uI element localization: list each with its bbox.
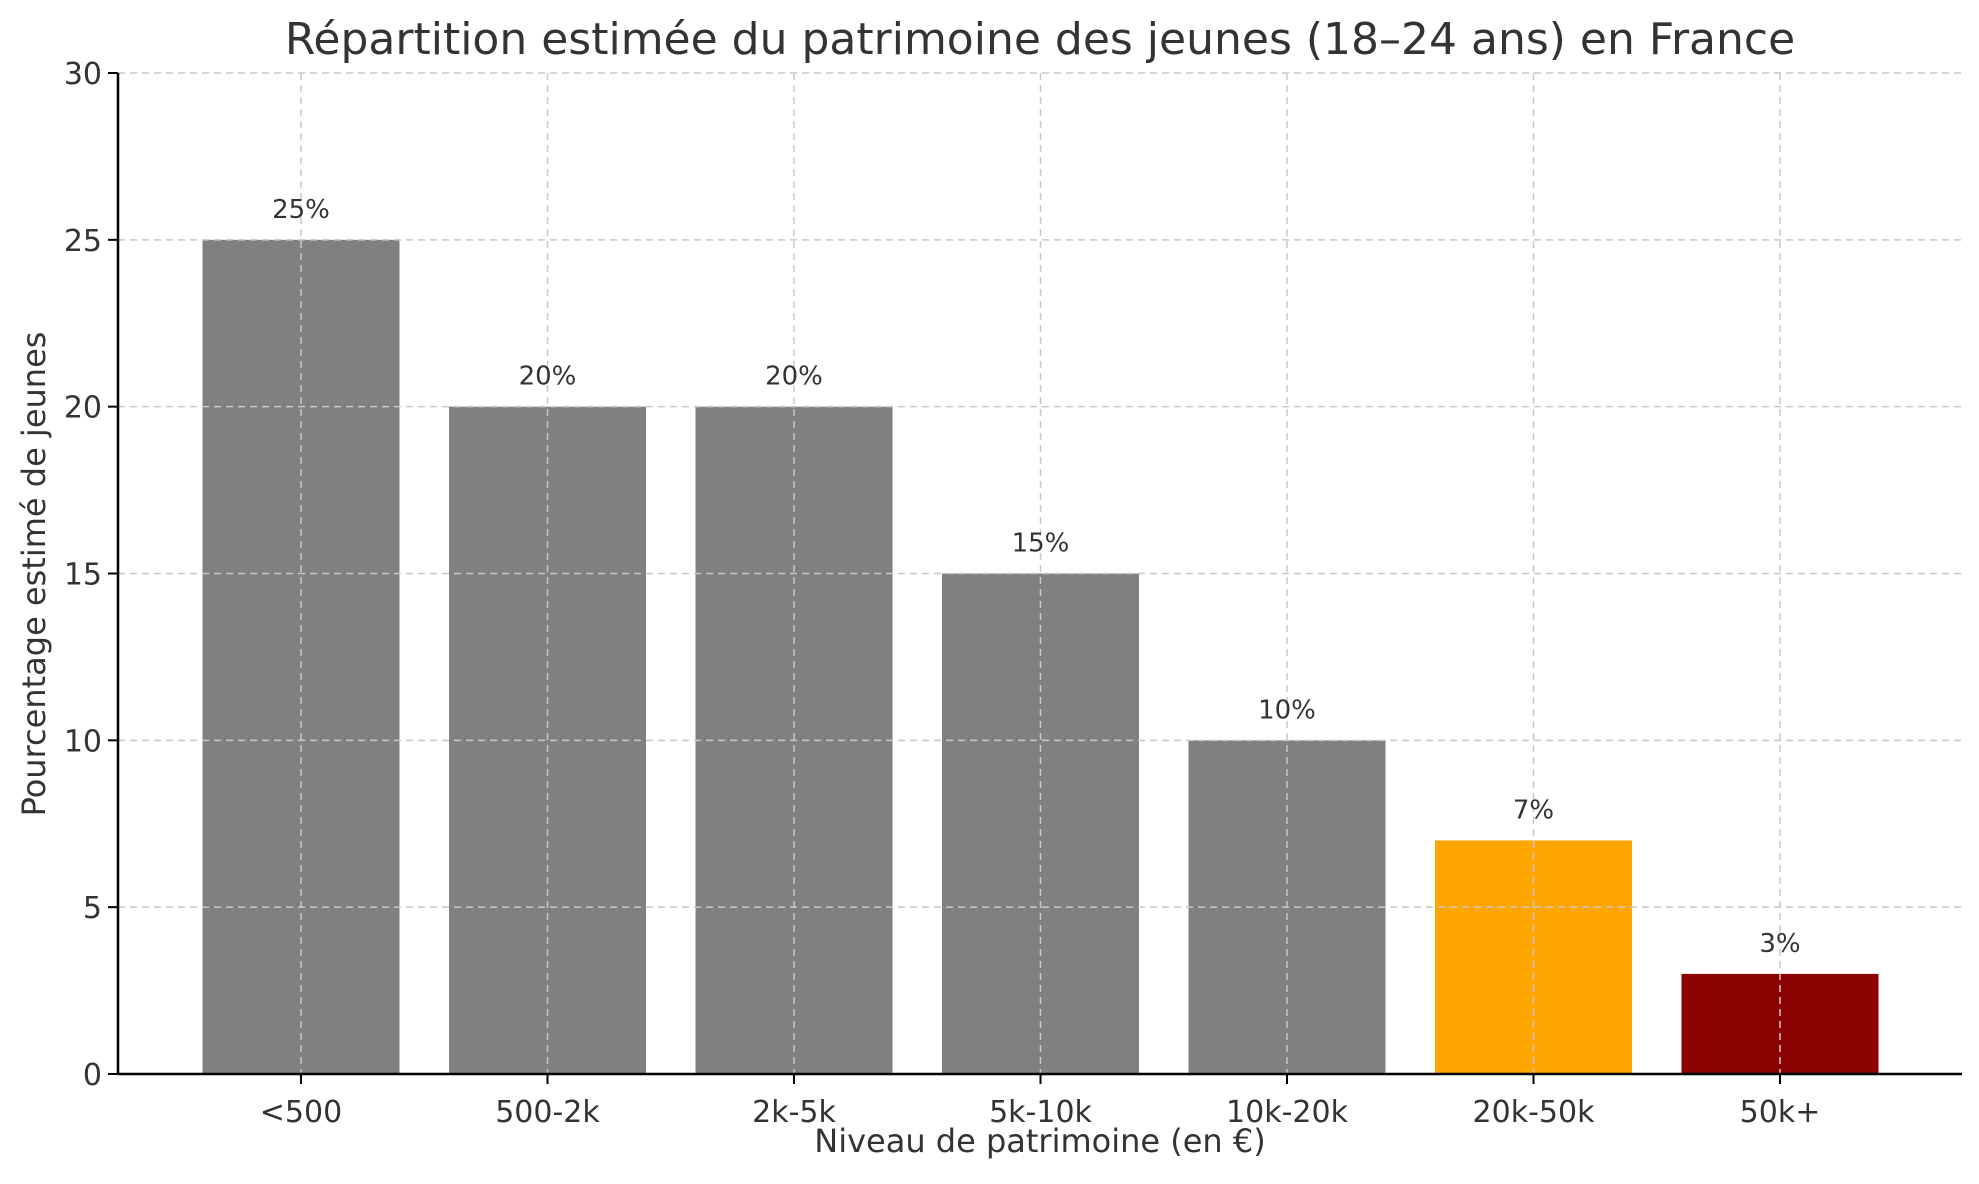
x-axis-ticks: <500 500-2k 2k-5k 5k-10k 10k-20k 20k-50k 50k+ xyxy=(260,1074,1821,1130)
y-axis-title: Pourcentage estimé de jeunes xyxy=(15,332,53,817)
x-tick-label: 2k-5k xyxy=(752,1095,836,1130)
bar-value-label: 15% xyxy=(1012,529,1070,559)
y-tick-label: 15 xyxy=(64,558,102,593)
bar-value-label: 10% xyxy=(1258,695,1316,725)
x-axis-title: Niveau de patrimoine (en €) xyxy=(814,1122,1265,1160)
x-tick-label: <500 xyxy=(260,1095,342,1130)
chart-title: Répartition estimée du patrimoine des je… xyxy=(285,14,1795,65)
bar-value-label: 20% xyxy=(765,362,823,392)
x-tick-label: 50k+ xyxy=(1740,1095,1821,1130)
bar-value-label: 3% xyxy=(1759,929,1800,959)
bar-value-label: 25% xyxy=(272,195,330,225)
x-tick-label: 500-2k xyxy=(495,1095,600,1130)
bar-value-label: 20% xyxy=(519,362,577,392)
y-tick-label: 10 xyxy=(64,724,102,759)
y-tick-label: 0 xyxy=(83,1058,102,1093)
y-tick-label: 25 xyxy=(64,224,102,259)
y-axis-ticks: 0 5 10 15 20 25 30 xyxy=(64,57,118,1093)
y-tick-label: 20 xyxy=(64,391,102,426)
bar-value-label: 7% xyxy=(1513,795,1554,825)
y-tick-label: 5 xyxy=(83,891,102,926)
x-tick-label: 5k-10k xyxy=(989,1095,1092,1130)
x-tick-label: 10k-20k xyxy=(1226,1095,1349,1130)
y-tick-label: 30 xyxy=(64,57,102,92)
data-labels: 25% 20% 20% 15% 10% 7% 3% xyxy=(272,195,1801,959)
x-tick-label: 20k-50k xyxy=(1473,1095,1596,1130)
